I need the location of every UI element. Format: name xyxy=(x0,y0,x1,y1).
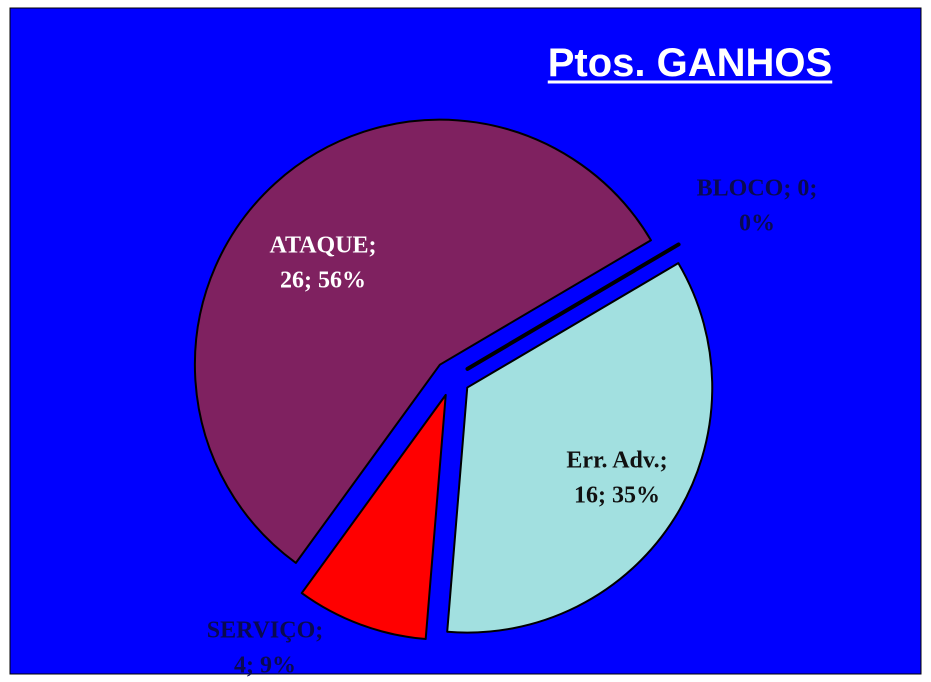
data-label: ATAQUE; xyxy=(269,233,376,259)
data-label: 4; 9% xyxy=(234,653,296,679)
pie-slice xyxy=(446,262,714,634)
pie-slice xyxy=(193,118,652,564)
data-label: 0% xyxy=(739,211,775,237)
data-label: BLOCO; 0; xyxy=(697,176,818,202)
data-label: Err. Adv.; xyxy=(566,448,667,474)
data-label: 26; 56% xyxy=(280,268,366,294)
data-label: SERVIÇO; xyxy=(207,618,324,644)
pie-slice xyxy=(300,393,447,641)
pie-slice xyxy=(465,242,681,371)
chart-title: Ptos. GANHOS xyxy=(548,41,832,85)
data-label: 16; 35% xyxy=(574,483,660,509)
